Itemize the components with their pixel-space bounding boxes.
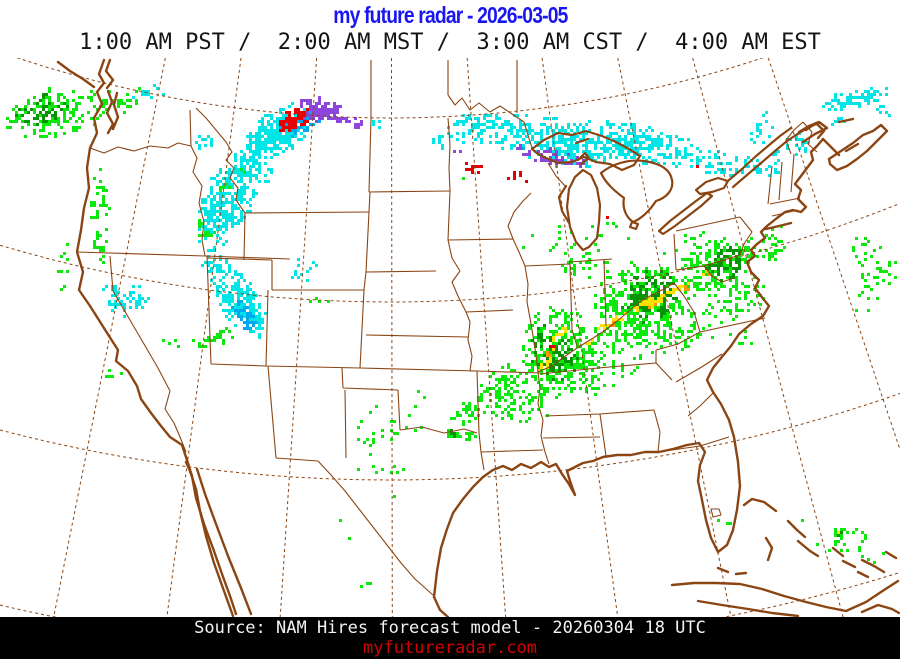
florida-keys (716, 566, 748, 576)
canada-province-borders (370, 60, 533, 149)
lake-huron (599, 159, 674, 224)
forty-second-parallel-borders (76, 251, 291, 260)
coastline-layer (56, 58, 900, 617)
footer-bar: Source: NAM Hires forecast model - 20260… (0, 617, 900, 659)
site-link[interactable]: myfutureradar.com (363, 638, 537, 658)
radar-precipitation-layer (6, 84, 897, 588)
haiti-coast (860, 603, 900, 615)
lake-okeechobee (710, 508, 722, 518)
st-lawrence-river (727, 121, 821, 189)
northwest-borders (89, 107, 246, 257)
latlon-grid-layer (0, 58, 900, 617)
midwest-borders (447, 117, 675, 465)
plains-borders (359, 117, 469, 369)
lakes-layer (530, 121, 821, 252)
lake-ontario (694, 176, 730, 196)
eastern-borders (539, 121, 818, 457)
bc-coast (56, 58, 120, 135)
wyoming-idaho-borders (243, 211, 370, 261)
header: my future radar - 2026-03-05 1:00 AM PST… (0, 0, 900, 55)
bahamas-islands (742, 497, 898, 579)
rio-grande-mouth (432, 595, 450, 617)
southwest-texas-borders (267, 365, 485, 596)
nova-scotia-coast (804, 117, 889, 172)
mexico-west-coast (195, 467, 253, 616)
cuba-coast (670, 579, 900, 617)
lake-michigan (557, 168, 602, 252)
timezone-line: 1:00 AM PST / 2:00 AM MST / 3:00 AM CST … (79, 30, 821, 55)
great-basin-borders (206, 255, 478, 372)
state-borders-layer (76, 60, 818, 596)
lake-erie (628, 191, 714, 236)
california-nevada-border (109, 255, 187, 453)
long-island (764, 221, 793, 231)
lake-superior (530, 129, 642, 172)
gulf-atlantic-coast (432, 137, 825, 599)
page-title: my future radar - 2026-03-05 (332, 2, 568, 28)
source-caption: Source: NAM Hires forecast model - 20260… (194, 618, 706, 638)
baja-inner-coast (184, 460, 235, 617)
